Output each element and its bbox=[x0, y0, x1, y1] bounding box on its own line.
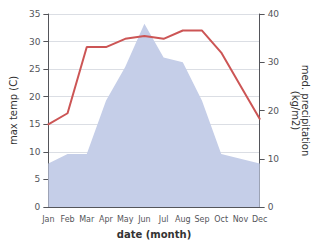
svg-text:0: 0 bbox=[35, 202, 41, 212]
svg-text:20: 20 bbox=[268, 106, 280, 116]
svg-text:(kg/m2): (kg/m2) bbox=[290, 91, 301, 131]
svg-text:med. precipitation: med. precipitation bbox=[299, 64, 311, 157]
svg-text:Aug: Aug bbox=[175, 215, 191, 224]
svg-text:5: 5 bbox=[35, 174, 41, 184]
svg-text:15: 15 bbox=[29, 119, 40, 129]
svg-text:40: 40 bbox=[268, 9, 280, 19]
svg-text:35: 35 bbox=[29, 9, 40, 19]
svg-text:30: 30 bbox=[29, 37, 41, 47]
svg-text:Sep: Sep bbox=[194, 215, 209, 224]
svg-text:max temp (C): max temp (C) bbox=[8, 76, 19, 145]
svg-text:Nov: Nov bbox=[233, 215, 249, 224]
svg-text:20: 20 bbox=[29, 92, 41, 102]
svg-text:10: 10 bbox=[268, 154, 280, 164]
svg-text:May: May bbox=[117, 215, 134, 224]
svg-text:10: 10 bbox=[29, 147, 41, 157]
svg-text:Feb: Feb bbox=[60, 215, 74, 224]
svg-text:Jan: Jan bbox=[41, 215, 54, 224]
svg-text:Oct: Oct bbox=[214, 215, 228, 224]
svg-text:date (month): date (month) bbox=[117, 229, 191, 240]
svg-text:25: 25 bbox=[29, 64, 40, 74]
svg-text:Apr: Apr bbox=[99, 215, 114, 224]
svg-text:Jul: Jul bbox=[158, 215, 169, 224]
svg-text:Mar: Mar bbox=[79, 215, 95, 224]
svg-text:Dec: Dec bbox=[252, 215, 267, 224]
svg-text:Jun: Jun bbox=[137, 215, 151, 224]
svg-text:0: 0 bbox=[268, 202, 274, 212]
svg-text:30: 30 bbox=[268, 57, 280, 67]
